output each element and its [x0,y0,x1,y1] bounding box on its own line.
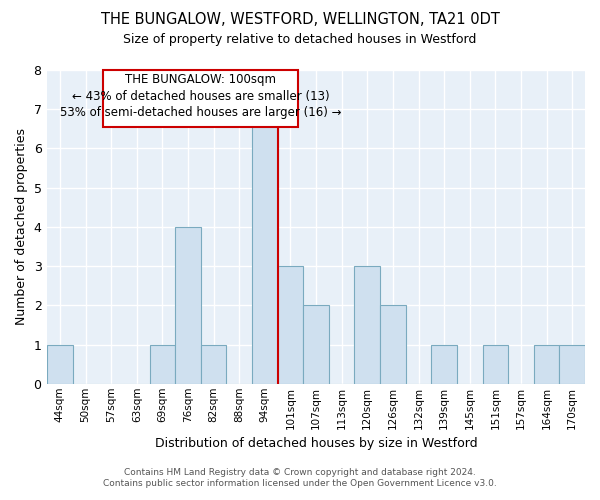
Y-axis label: Number of detached properties: Number of detached properties [15,128,28,326]
Bar [355,266,380,384]
Text: ← 43% of detached houses are smaller (13): ← 43% of detached houses are smaller (13… [72,90,329,102]
Bar [534,344,559,384]
Bar [482,344,508,384]
Text: Contains HM Land Registry data © Crown copyright and database right 2024.
Contai: Contains HM Land Registry data © Crown c… [103,468,497,487]
Bar [303,306,329,384]
Text: THE BUNGALOW, WESTFORD, WELLINGTON, TA21 0DT: THE BUNGALOW, WESTFORD, WELLINGTON, TA21… [101,12,499,28]
Bar [380,306,406,384]
Text: Size of property relative to detached houses in Westford: Size of property relative to detached ho… [124,32,476,46]
Bar [431,344,457,384]
Bar [252,109,278,384]
X-axis label: Distribution of detached houses by size in Westford: Distribution of detached houses by size … [155,437,478,450]
Bar [175,227,201,384]
Text: THE BUNGALOW: 100sqm: THE BUNGALOW: 100sqm [125,73,276,86]
Bar [103,70,298,127]
Bar [201,344,226,384]
Bar [278,266,303,384]
Text: 53% of semi-detached houses are larger (16) →: 53% of semi-detached houses are larger (… [60,106,341,119]
Bar [559,344,585,384]
Bar [47,344,73,384]
Bar [149,344,175,384]
